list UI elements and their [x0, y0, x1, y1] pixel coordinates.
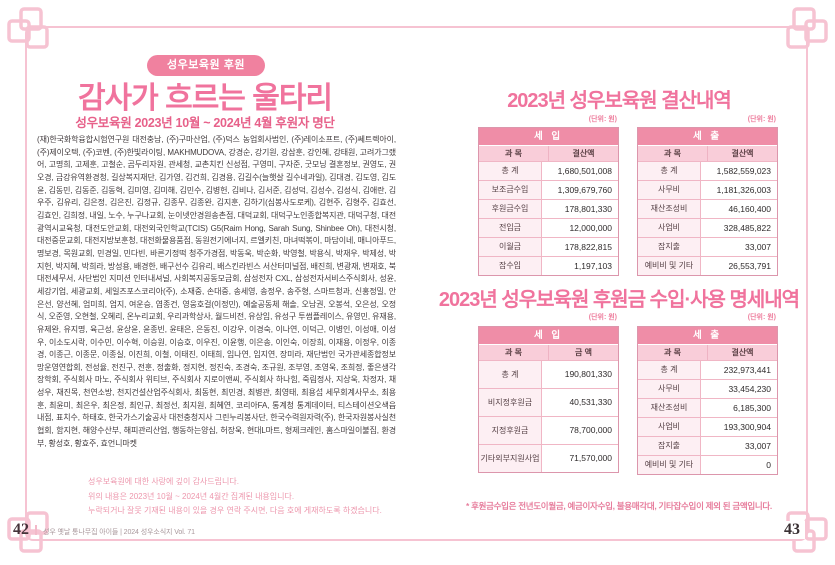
table-row: 총 계 1,680,501,008 — [479, 161, 618, 180]
table-row: 예비비 및 기타 26,553,791 — [638, 256, 777, 275]
column-header: 금 액 — [575, 348, 592, 357]
footer-divider — [35, 525, 37, 535]
table-header: 세 입 — [479, 327, 618, 344]
table-row: 후원금수입 178,801,330 — [479, 199, 618, 218]
table-row: 이월금 178,822,815 — [479, 237, 618, 256]
column-header: 결산액 — [731, 348, 754, 357]
table-row: 기타외부지원사업 71,570,000 — [479, 444, 618, 472]
table-row: 총 계 190,801,330 — [479, 360, 618, 388]
table-header: 세 출 — [638, 128, 777, 145]
column-header-row: 과 목 결산액 — [638, 344, 777, 360]
table-row: 잡지출 33,007 — [638, 237, 777, 256]
column-header-row: 과 목 금 액 — [479, 344, 618, 360]
section-badge: 성우보육원 후원 — [147, 55, 265, 76]
unit-label: (단위: 원) — [588, 314, 617, 321]
table-row: 예비비 및 기타 0 — [638, 455, 777, 474]
table-row: 사무비 33,454,230 — [638, 379, 777, 398]
table-row: 전입금 12,000,000 — [479, 218, 618, 237]
page-subtitle: 성우보육원 2023년 10월 ~ 2024년 4월 후원자 명단 — [75, 116, 335, 130]
table-row: 비지정후원금 40,531,330 — [479, 388, 618, 416]
column-header: 과 목 — [638, 345, 708, 360]
left-page-footer: 42 성우 옛날 통나무집 아이들 | 2024 성우소식지 Vol. 71 — [13, 521, 195, 539]
table-row: 사업비 193,300,904 — [638, 417, 777, 436]
donation-detail-title: 2023년 성우보육원 후원금 수입·사용 명세내역 — [438, 289, 800, 311]
unit-label: (단위: 원) — [747, 116, 776, 123]
page-title: 감사가 흐르는 울타리 — [77, 82, 333, 115]
table-row: 잡수입 1,197,103 — [479, 256, 618, 275]
settlement-title: 2023년 성우보육원 결산내역 — [507, 90, 732, 112]
donation-footnote: * 후원금수입은 전년도이월금, 예금이자수입, 불용매각대, 기타잡수입이 제… — [466, 501, 772, 511]
unit-label: (단위: 원) — [588, 116, 617, 123]
settlement-income-table: 세 입 과 목 결산액 총 계 1,680,501,008 보조금수입 1,309,… — [478, 127, 619, 276]
table-row: 잡지출 33,007 — [638, 436, 777, 455]
donor-name-list: (재)한국화학융합시험연구원 대전충남, (주)구마산업, (주)덕스 농업회사… — [37, 135, 396, 448]
table-row: 지정후원금 78,700,000 — [479, 416, 618, 444]
note-line: 위의 내용은 2023년 10월 ~ 2024년 4월간 집계된 내용입니다. — [88, 491, 295, 501]
table-row: 사업비 328,485,822 — [638, 218, 777, 237]
settlement-expense-table: 세 출 과 목 결산액 총 계 1,582,559,023 사무비 1,181,32… — [637, 127, 778, 276]
page-number-left: 42 — [13, 521, 29, 538]
corner-knot-icon — [7, 511, 49, 553]
table-row: 총 계 1,582,559,023 — [638, 161, 777, 180]
unit-label: (단위: 원) — [747, 314, 776, 321]
column-header-row: 과 목 결산액 — [638, 145, 777, 161]
footer-caption: 성우 옛날 통나무집 아이들 | 2024 성우소식지 Vol. 71 — [43, 529, 195, 536]
table-row: 총 계 232,973,441 — [638, 360, 777, 379]
column-header: 결산액 — [731, 149, 754, 158]
column-header: 과 목 — [479, 345, 549, 360]
column-header-row: 과 목 결산액 — [479, 145, 618, 161]
corner-knot-icon — [7, 7, 49, 49]
table-row: 사무비 1,181,326,003 — [638, 180, 777, 199]
table-header: 세 입 — [479, 128, 618, 145]
table-row: 재산조성비 46,160,400 — [638, 199, 777, 218]
table-row: 재산조성비 6,185,300 — [638, 398, 777, 417]
column-header: 결산액 — [572, 149, 595, 158]
table-row: 보조금수입 1,309,679,760 — [479, 180, 618, 199]
donation-expense-table: 세 출 과 목 결산액 총 계 232,973,441 사무비 33,454,230… — [637, 326, 778, 475]
table-header: 세 출 — [638, 327, 777, 344]
column-header: 과 목 — [638, 146, 708, 161]
corner-knot-icon — [786, 7, 828, 49]
donation-income-table: 세 입 과 목 금 액 총 계 190,801,330 비지정후원금 40,531,… — [478, 326, 619, 473]
page-number-right: 43 — [779, 521, 805, 539]
note-line: 누락되거나 잘못 기재된 내용이 있을 경우 연락 주시면, 다음 호에 게재하… — [88, 506, 382, 515]
thank-you-notes: 성우보육원에 대한 사랑에 깊이 감사드립니다. 위의 내용은 2023년 10… — [88, 475, 382, 519]
note-line: 성우보육원에 대한 사랑에 깊이 감사드립니다. — [88, 477, 239, 486]
column-header: 과 목 — [479, 146, 549, 161]
